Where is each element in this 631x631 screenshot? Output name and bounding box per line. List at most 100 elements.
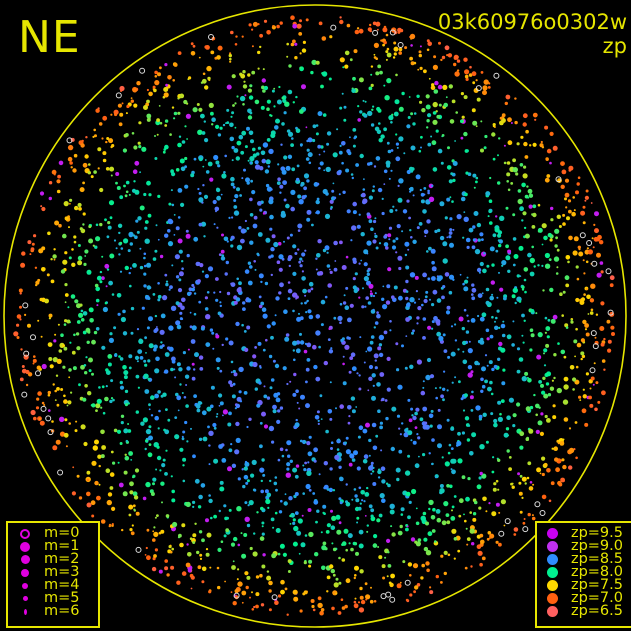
star-point xyxy=(379,425,383,430)
star-point xyxy=(409,33,416,40)
magnitude-legend-item: m=1 xyxy=(16,539,90,553)
star-point xyxy=(347,421,351,425)
star-point xyxy=(231,74,236,79)
star-point xyxy=(221,343,224,347)
star-point xyxy=(522,173,528,179)
star-point xyxy=(431,462,434,465)
star-point xyxy=(404,46,408,50)
star-point xyxy=(584,199,587,202)
star-point xyxy=(229,136,235,142)
star-point xyxy=(329,199,334,204)
star-point xyxy=(404,366,408,370)
star-point xyxy=(471,296,476,301)
star-point xyxy=(238,390,242,394)
star-point xyxy=(231,394,236,399)
magnitude-legend-item: m=2 xyxy=(16,552,90,566)
star-point xyxy=(492,123,496,127)
star-point xyxy=(195,403,201,409)
star-point xyxy=(102,151,107,156)
star-point xyxy=(147,377,151,381)
star-point xyxy=(127,423,130,425)
star-point xyxy=(148,343,154,349)
star-point xyxy=(266,575,272,581)
star-point xyxy=(383,242,389,247)
star-point xyxy=(137,386,140,389)
star-point xyxy=(442,387,446,391)
star-point xyxy=(358,77,364,83)
star-point xyxy=(395,133,398,136)
star-point xyxy=(150,492,155,496)
star-point xyxy=(233,536,238,542)
star-point xyxy=(485,191,491,197)
star-point xyxy=(119,195,124,200)
star-point xyxy=(307,451,313,457)
star-point xyxy=(53,248,56,251)
star-point xyxy=(512,213,516,217)
star-point xyxy=(268,589,272,593)
star-point xyxy=(308,531,314,538)
star-point xyxy=(133,180,136,183)
star-point xyxy=(238,286,242,291)
star-point xyxy=(132,491,138,497)
star-point xyxy=(290,206,296,212)
star-point xyxy=(281,122,285,126)
star-point xyxy=(427,531,433,537)
star-point xyxy=(292,271,297,276)
star-point xyxy=(465,330,470,334)
star-point xyxy=(541,264,544,267)
star-point xyxy=(198,494,203,500)
star-point xyxy=(181,523,186,528)
star-point xyxy=(62,259,68,265)
star-point xyxy=(260,603,265,607)
star-point xyxy=(240,150,245,155)
star-point xyxy=(119,270,123,273)
star-point xyxy=(426,357,432,363)
star-point xyxy=(234,589,239,594)
star-point xyxy=(346,149,351,154)
star-point xyxy=(498,243,502,248)
star-point xyxy=(541,494,547,500)
star-point xyxy=(528,428,534,434)
star-point xyxy=(463,57,468,62)
star-point xyxy=(279,543,285,549)
star-point xyxy=(274,600,279,605)
star-point xyxy=(306,441,311,446)
star-point xyxy=(224,154,227,158)
star-point xyxy=(156,445,160,449)
star-point xyxy=(476,97,481,102)
star-point xyxy=(57,174,61,179)
star-point xyxy=(221,173,227,179)
star-point xyxy=(281,454,285,458)
star-point xyxy=(331,606,335,611)
star-point xyxy=(389,320,392,323)
star-point xyxy=(527,461,532,466)
star-point xyxy=(246,523,251,528)
star-point xyxy=(390,121,393,124)
star-point xyxy=(208,498,213,504)
star-point xyxy=(292,340,298,346)
star-point xyxy=(390,573,395,579)
star-point xyxy=(410,61,415,66)
star-point xyxy=(322,511,325,515)
star-point xyxy=(270,114,273,118)
star-point xyxy=(244,501,248,505)
star-point xyxy=(350,239,353,242)
star-point xyxy=(185,501,191,508)
star-point xyxy=(250,179,254,183)
star-point xyxy=(285,203,290,209)
star-point xyxy=(185,233,191,239)
star-point xyxy=(64,319,68,323)
star-point xyxy=(418,455,420,458)
star-point xyxy=(489,380,493,385)
star-point xyxy=(63,323,67,326)
star-point xyxy=(296,164,300,168)
star-point xyxy=(88,307,94,313)
star-point xyxy=(409,593,413,597)
star-point xyxy=(143,105,148,110)
star-point xyxy=(374,232,376,235)
star-point xyxy=(323,360,328,366)
star-point xyxy=(292,23,298,29)
star-point xyxy=(426,126,429,129)
star-point xyxy=(116,293,122,298)
star-point xyxy=(326,523,331,528)
